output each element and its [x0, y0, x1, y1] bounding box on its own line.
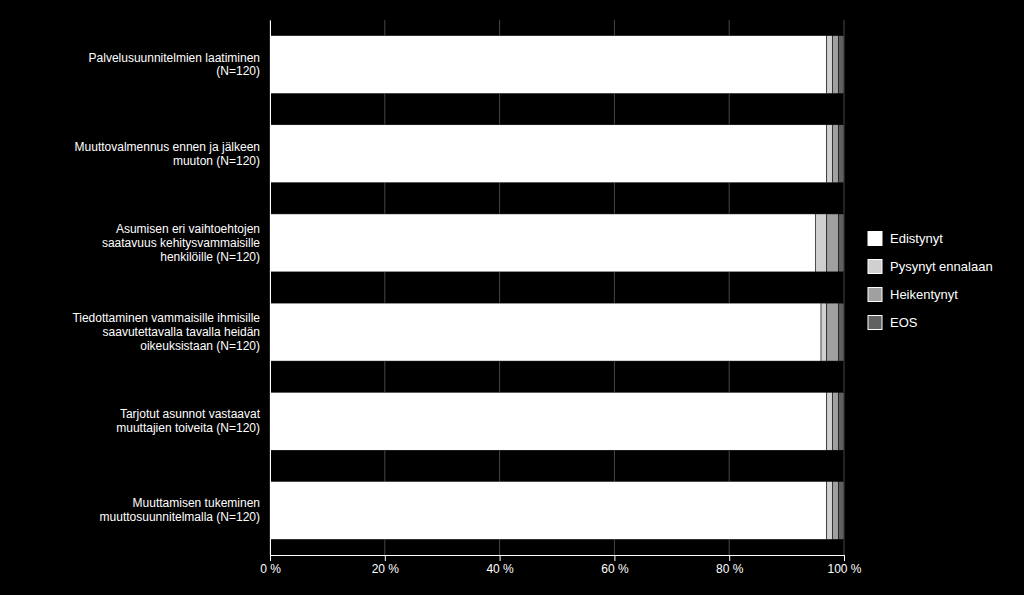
- tick-label: 80 %: [716, 562, 744, 576]
- bar: [838, 392, 844, 450]
- grid-line: [384, 20, 385, 555]
- bar: [833, 481, 839, 539]
- bar: [270, 303, 821, 361]
- category-label-line: Tarjotut asunnot vastaavat: [120, 407, 261, 421]
- bar: [815, 214, 826, 272]
- bar-series: [827, 36, 838, 540]
- tick: 40 %: [486, 555, 514, 576]
- bar: [821, 303, 827, 361]
- plot: 0 % 20 % 40 % 60 % 80 % 100 % Muuttamisen tuke…: [72, 20, 861, 576]
- tick: 0 %: [260, 555, 281, 576]
- legend-swatch: [868, 288, 882, 302]
- legend-label: Edistynyt: [890, 231, 943, 246]
- legend-swatch: [868, 316, 882, 330]
- bar: [827, 481, 833, 539]
- category-label-line: Muuttamisen tukeminen: [133, 496, 260, 510]
- legend-label: EOS: [890, 315, 918, 330]
- y-axis: Muuttamisen tukeminenmuuttosuunnitelmall…: [72, 21, 270, 556]
- category-label-line: muuttosuunnitelmalla (N=120): [100, 510, 260, 524]
- bar: [838, 214, 844, 272]
- grid: [270, 20, 844, 555]
- category-label-line: Asumisen eri vaihtoehtojen: [116, 222, 260, 236]
- axis-line: [270, 21, 271, 556]
- tick: Asumisen eri vaihtoehtojensaatavuus kehi…: [102, 222, 270, 264]
- legend-swatch: [868, 260, 882, 274]
- bar: [838, 125, 844, 183]
- bar: [270, 36, 827, 94]
- category-label-line: Palvelusuunnitelmien laatiminen: [89, 51, 260, 65]
- legend-label: Heikentynyt: [890, 287, 958, 302]
- tick: Muuttamisen tukeminenmuuttosuunnitelmall…: [100, 496, 270, 524]
- legend-item: EOS: [868, 315, 918, 330]
- tick-mark: [500, 555, 501, 561]
- bar-series: [838, 36, 844, 540]
- bar: [270, 214, 815, 272]
- bar: [827, 36, 833, 94]
- bar: [838, 36, 844, 94]
- bar: [827, 125, 833, 183]
- tick-label: 20 %: [372, 562, 400, 576]
- grid-line: [614, 20, 615, 555]
- tick: 80 %: [716, 555, 744, 576]
- tick-label: 60 %: [601, 562, 629, 576]
- tick: 60 %: [601, 555, 629, 576]
- chart: 0 % 20 % 40 % 60 % 80 % 100 % Muuttamisen tuke…: [0, 0, 1024, 595]
- tick-label: 100 %: [827, 562, 861, 576]
- category-label-line: oikeuksistaan (N=120): [140, 339, 260, 353]
- bar-series: [815, 36, 832, 540]
- bar-series: [270, 36, 827, 540]
- category-label: Asumisen eri vaihtoehtojensaatavuus kehi…: [102, 222, 260, 264]
- legend-label: Pysynyt ennalaan: [890, 259, 993, 274]
- tick-mark: [385, 555, 386, 561]
- category-label: Palvelusuunnitelmien laatiminen(N=120): [89, 51, 260, 79]
- tick-mark: [844, 555, 845, 561]
- grid-line: [729, 20, 730, 555]
- bar: [827, 303, 838, 361]
- category-label-line: saatavuus kehitysvammaisille: [102, 236, 260, 250]
- tick-mark: [614, 555, 615, 561]
- category-label-line: henkilöille (N=120): [160, 250, 260, 264]
- tick: Muuttovalmennus ennen ja jälkeenmuuton (…: [75, 140, 270, 168]
- bar: [827, 392, 833, 450]
- category-label-line: (N=120): [216, 64, 260, 78]
- legend-item: Edistynyt: [868, 231, 943, 246]
- tick: Tarjotut asunnot vastaavatmuuttajien toi…: [116, 407, 270, 435]
- category-label: Muuttamisen tukeminenmuuttosuunnitelmall…: [100, 496, 260, 524]
- category-label-line: Tiedottaminen vammaisille ihmisille: [72, 311, 260, 325]
- category-label-line: muuton (N=120): [173, 153, 260, 167]
- category-label: Tarjotut asunnot vastaavatmuuttajien toi…: [116, 407, 260, 435]
- legend-swatch: [868, 232, 882, 246]
- bar: [838, 303, 844, 361]
- legend: Edistynyt Pysynyt ennalaan Heikentynyt EOS: [868, 231, 993, 330]
- bar: [833, 392, 839, 450]
- grid-line: [844, 20, 845, 555]
- category-label-line: Muuttovalmennus ennen ja jälkeen: [75, 140, 260, 154]
- tick: 20 %: [372, 555, 400, 576]
- category-label-line: muuttajien toiveita (N=120): [116, 421, 260, 435]
- tick: Tiedottaminen vammaisille ihmisillesaavu…: [72, 311, 270, 353]
- grid-line: [499, 20, 500, 555]
- axis-line: [271, 556, 845, 562]
- tick-label: 40 %: [486, 562, 514, 576]
- category-label: Tiedottaminen vammaisille ihmisillesaavu…: [72, 311, 260, 353]
- bars: [270, 36, 844, 540]
- bar: [833, 36, 839, 94]
- category-label: Muuttovalmennus ennen ja jälkeenmuuton (…: [75, 140, 260, 168]
- bar: [270, 125, 827, 183]
- legend-item: Heikentynyt: [868, 287, 958, 302]
- bar: [270, 392, 827, 450]
- tick-mark: [729, 555, 730, 561]
- category-label-line: saavutettavalla tavalla heidän: [103, 325, 260, 339]
- bar: [833, 125, 839, 183]
- bar: [827, 214, 838, 272]
- legend-item: Pysynyt ennalaan: [868, 259, 993, 274]
- bar: [270, 481, 827, 539]
- tick-mark: [270, 555, 271, 561]
- tick: Palvelusuunnitelmien laatiminen(N=120): [89, 51, 270, 79]
- x-axis: 0 % 20 % 40 % 60 % 80 % 100 %: [260, 555, 862, 576]
- grid-line: [270, 20, 271, 555]
- tick: 100 %: [827, 555, 861, 576]
- bar: [838, 481, 844, 539]
- tick-label: 0 %: [260, 562, 281, 576]
